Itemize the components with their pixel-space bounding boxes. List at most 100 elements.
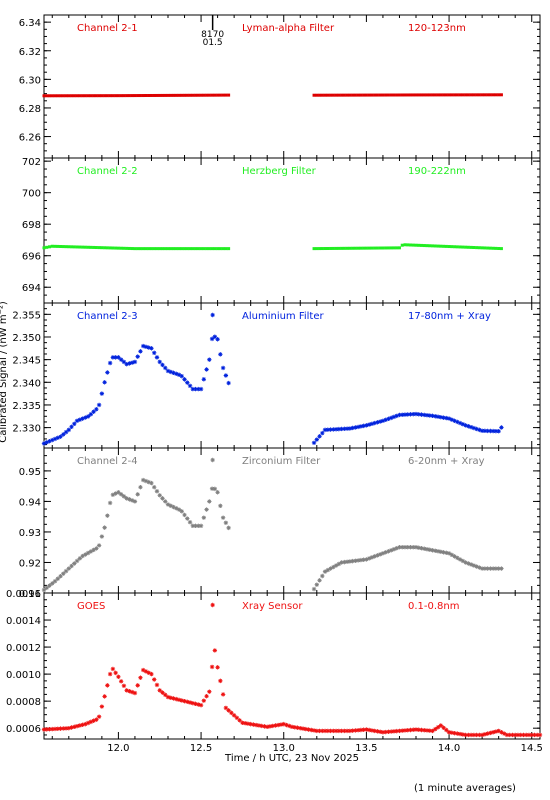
data-point [336, 426, 342, 432]
data-point [231, 713, 237, 718]
data-point [289, 724, 295, 730]
data-point [507, 732, 512, 738]
data-point [58, 726, 63, 731]
data-point [163, 692, 168, 698]
data-point [433, 726, 438, 732]
data-point [463, 423, 468, 428]
data-point [63, 726, 69, 731]
filter-label: Herzberg Filter [242, 166, 317, 177]
data-point [83, 415, 88, 420]
data-point [397, 728, 402, 734]
data-point [50, 726, 55, 732]
data-point [482, 428, 488, 434]
panel-frame [43, 157, 541, 304]
data-point [154, 355, 160, 360]
data-point [163, 365, 168, 371]
data-point [408, 727, 413, 733]
data-point [430, 413, 435, 419]
data-point [165, 368, 171, 374]
y-tick-label: 702 [22, 157, 41, 168]
data-point [77, 723, 83, 728]
filter-label: Zirconium Filter [242, 456, 321, 467]
data-point [449, 730, 455, 735]
data-point [328, 427, 333, 432]
data-point [74, 558, 80, 564]
data-point [160, 496, 165, 501]
data-point [66, 725, 71, 731]
data-point [377, 419, 383, 424]
data-point [485, 428, 490, 434]
data-point [325, 427, 331, 432]
data-point [397, 545, 402, 550]
data-point [496, 566, 501, 571]
y-tick-label: 0.94 [19, 497, 41, 508]
data-point [460, 732, 466, 737]
data-point [185, 516, 190, 521]
data-point [322, 728, 328, 734]
data-point [149, 671, 154, 677]
data-point [457, 420, 463, 426]
panel-frame [43, 14, 541, 159]
data-point [358, 424, 364, 429]
data-point [333, 563, 339, 568]
data-point [499, 730, 504, 735]
data-point [210, 312, 215, 318]
data-point [204, 507, 209, 512]
data-point [477, 732, 482, 738]
data-point [220, 692, 226, 697]
data-point [113, 491, 118, 496]
data-point [499, 425, 504, 430]
y-tick-label: 6.26 [19, 133, 41, 144]
data-point [496, 728, 501, 734]
data-point [535, 732, 540, 738]
data-point [422, 412, 427, 418]
series-3 [41, 312, 504, 446]
data-point [262, 724, 267, 729]
data-point [149, 346, 154, 351]
data-point [118, 492, 124, 497]
data-point [160, 690, 165, 695]
data-point [196, 523, 201, 529]
data-point [124, 496, 129, 501]
data-point [405, 545, 410, 550]
data-point [468, 562, 474, 567]
data-point [102, 525, 107, 530]
data-point [344, 559, 350, 564]
y-tick-label: 2.350 [12, 333, 41, 344]
band-label: 0.1-0.8nm [408, 601, 460, 612]
data-point [152, 484, 157, 490]
data-point [146, 479, 151, 485]
data-point [449, 417, 455, 422]
y-tick-label: 6.34 [19, 18, 41, 29]
data-point [333, 728, 339, 734]
data-point [524, 732, 529, 738]
data-point [218, 678, 223, 684]
data-point [353, 425, 358, 430]
marker-flag-top-text: 8170 [201, 30, 224, 40]
data-point [146, 670, 151, 675]
data-point [77, 417, 83, 422]
data-point [521, 732, 526, 738]
data-point [52, 579, 58, 584]
data-point [389, 548, 394, 553]
y-tick-label: 0.0006 [6, 724, 41, 735]
data-point [380, 551, 386, 556]
data-point [427, 413, 432, 418]
data-point [295, 725, 300, 730]
data-point [212, 334, 218, 339]
data-point [369, 728, 375, 733]
data-point [190, 386, 195, 392]
data-point [441, 415, 446, 420]
data-point [204, 367, 209, 372]
data-point [105, 683, 110, 688]
data-point [391, 547, 397, 552]
data-point [358, 727, 364, 733]
data-point [482, 732, 488, 737]
data-point [190, 700, 195, 706]
data-point [207, 357, 212, 362]
y-tick-label: 0.0016 [6, 589, 41, 600]
data-point [229, 710, 234, 716]
data-point [292, 725, 297, 730]
data-point [366, 727, 372, 733]
data-point [300, 726, 306, 731]
